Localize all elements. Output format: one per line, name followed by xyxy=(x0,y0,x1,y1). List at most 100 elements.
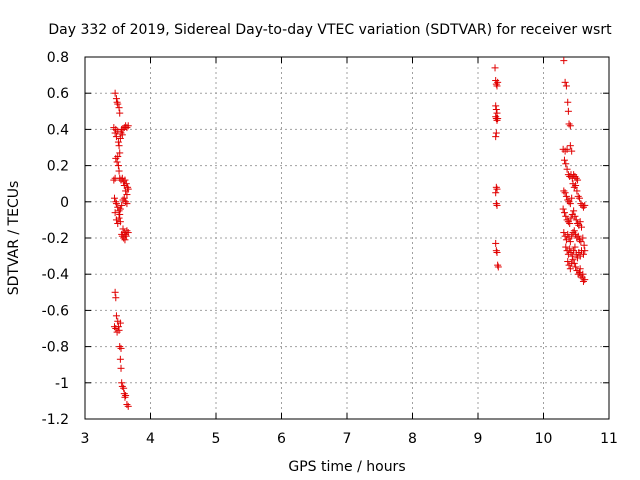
data-point xyxy=(564,98,572,106)
data-point xyxy=(572,263,580,271)
data-point xyxy=(110,323,118,331)
data-point xyxy=(124,122,132,130)
data-point xyxy=(563,145,571,153)
data-point xyxy=(114,138,122,146)
x-tick-label: 5 xyxy=(212,431,221,447)
data-point xyxy=(112,325,120,332)
data-point xyxy=(115,207,123,215)
data-point xyxy=(562,82,570,90)
data-point xyxy=(581,247,589,255)
data-point xyxy=(564,230,572,238)
data-point xyxy=(118,131,126,139)
data-point xyxy=(118,382,126,390)
data-point xyxy=(115,142,123,150)
y-axis-label: SDTVAR / TECUs xyxy=(6,181,22,296)
data-point xyxy=(111,288,119,296)
data-point xyxy=(581,201,589,209)
data-point xyxy=(117,344,125,352)
y-tick-label: -0.4 xyxy=(42,267,69,283)
data-point xyxy=(493,248,501,256)
data-point xyxy=(492,80,500,88)
x-tick-label: 9 xyxy=(474,431,483,447)
x-tick-label: 6 xyxy=(277,431,286,447)
data-point xyxy=(492,247,500,255)
data-points xyxy=(110,57,589,410)
data-point xyxy=(565,120,573,128)
data-point xyxy=(570,227,578,235)
data-point xyxy=(124,229,132,237)
data-point xyxy=(111,174,119,182)
data-point xyxy=(492,102,500,110)
data-point xyxy=(570,207,578,215)
data-point xyxy=(112,312,120,320)
data-point xyxy=(118,201,126,209)
data-point xyxy=(571,172,579,180)
data-point xyxy=(571,212,579,220)
data-point xyxy=(492,239,500,247)
data-point xyxy=(566,245,574,253)
data-point xyxy=(568,252,576,260)
data-point xyxy=(570,183,578,191)
data-point xyxy=(492,189,500,197)
data-point xyxy=(566,220,574,228)
data-point xyxy=(572,216,580,224)
data-point xyxy=(114,162,122,170)
x-tick-label: 4 xyxy=(146,431,155,447)
data-point xyxy=(577,200,585,208)
data-point xyxy=(564,196,572,204)
data-point xyxy=(113,158,121,166)
data-point xyxy=(574,192,582,200)
data-point xyxy=(561,78,569,86)
data-point xyxy=(576,218,584,226)
data-point xyxy=(121,393,129,401)
data-point xyxy=(110,176,118,184)
data-point xyxy=(574,176,582,184)
tick-layer: 3 4 5 6 7 8 9 10 11 0.8 0.6 0.4 0.2 0 -0.2 -0.4 -0.6 -0.8… xyxy=(42,50,618,447)
data-point xyxy=(577,238,585,246)
data-point xyxy=(580,241,588,249)
data-point xyxy=(579,234,587,242)
data-point xyxy=(112,294,120,302)
y-tick-label: 0.4 xyxy=(47,122,69,138)
data-point xyxy=(573,187,581,195)
data-point xyxy=(492,133,500,141)
data-point xyxy=(493,201,501,209)
data-point xyxy=(112,198,120,206)
y-tick-label: -1 xyxy=(55,376,69,392)
data-point xyxy=(570,259,578,267)
data-point xyxy=(492,183,500,191)
data-point xyxy=(579,203,587,211)
x-axis-label: GPS time / hours xyxy=(288,459,405,475)
data-point xyxy=(579,277,587,285)
data-point xyxy=(576,236,584,244)
data-point xyxy=(570,171,578,179)
data-point xyxy=(112,95,120,103)
data-point xyxy=(494,263,502,271)
data-point xyxy=(118,379,126,387)
data-point xyxy=(572,182,580,190)
data-point xyxy=(116,134,124,142)
data-point xyxy=(111,89,119,97)
data-point xyxy=(118,230,126,238)
data-point xyxy=(494,115,502,123)
data-point xyxy=(110,194,118,202)
data-point xyxy=(116,319,124,327)
data-point xyxy=(120,384,128,392)
data-point xyxy=(564,258,572,266)
data-point xyxy=(116,149,124,157)
data-point xyxy=(494,261,502,269)
y-tick-label: -1.2 xyxy=(42,412,69,428)
data-point xyxy=(114,153,122,161)
data-point xyxy=(569,256,577,264)
data-point xyxy=(124,402,132,410)
y-tick-label: 0.6 xyxy=(47,86,69,102)
chart-title: Day 332 of 2019, Sidereal Day-to-day VTE… xyxy=(48,22,612,38)
data-point xyxy=(566,200,574,208)
data-point xyxy=(124,183,132,191)
data-point xyxy=(123,401,131,409)
data-point xyxy=(122,180,130,188)
data-point xyxy=(112,133,120,141)
data-point xyxy=(122,232,130,240)
y-tick-label: -0.8 xyxy=(42,340,69,356)
